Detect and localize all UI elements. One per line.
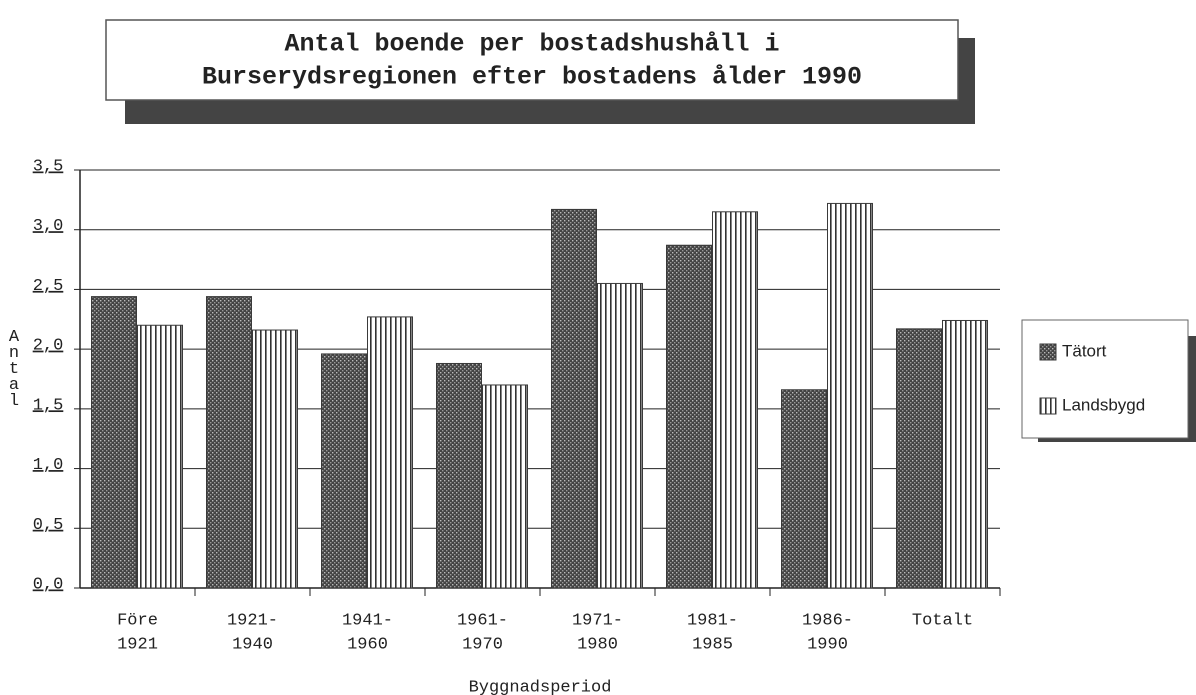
legend-label: Landsbygd (1062, 395, 1145, 414)
bar (666, 244, 712, 589)
bar (597, 282, 643, 589)
x-tick-label: 1941- (342, 611, 393, 630)
legend-swatch (1039, 343, 1057, 361)
bar (942, 319, 988, 589)
y-tick-label: 2,0 (33, 337, 64, 356)
y-tick-label: 1,0 (33, 456, 64, 475)
x-tick-label: 1990 (807, 635, 848, 654)
legend-swatch (1039, 397, 1057, 415)
y-tick-label: 3,5 (33, 157, 64, 176)
bar (321, 353, 367, 589)
bar (367, 316, 413, 589)
bar (206, 296, 252, 589)
y-tick-label: 0,0 (33, 575, 64, 594)
x-tick-label: 1921 (117, 635, 158, 654)
y-tick-label: 0,5 (33, 516, 64, 535)
x-tick-label: 1970 (462, 635, 503, 654)
bar (896, 328, 942, 589)
x-tick-label: 1960 (347, 635, 388, 654)
bar (137, 324, 183, 589)
x-axis-label: Byggnadsperiod (469, 678, 612, 695)
bar (482, 384, 528, 589)
y-axis-label: Antal (5, 328, 24, 408)
x-tick-label: 1980 (577, 635, 618, 654)
bar (827, 202, 873, 589)
bar (91, 296, 137, 589)
legend-box (1021, 319, 1189, 439)
x-tick-label: Före (117, 611, 158, 630)
y-tick-label: 3,0 (33, 217, 64, 236)
bar (551, 208, 597, 589)
y-tick-label: 1,5 (33, 396, 64, 415)
bar (781, 389, 827, 589)
x-tick-label: 1921- (227, 611, 278, 630)
x-tick-label: 1981- (687, 611, 738, 630)
bar (252, 329, 298, 589)
x-tick-label: Totalt (912, 611, 973, 630)
x-tick-label: 1961- (457, 611, 508, 630)
x-tick-label: 1985 (692, 635, 733, 654)
chart-title: Burserydsregionen efter bostadens ålder … (202, 63, 862, 92)
bar (436, 362, 482, 589)
legend-label: Tätort (1062, 341, 1107, 360)
y-tick-label: 2,5 (33, 277, 64, 296)
x-tick-label: 1986- (802, 611, 853, 630)
x-tick-label: 1940 (232, 635, 273, 654)
title-box (105, 19, 959, 101)
chart-title: Antal boende per bostadshushåll i (284, 30, 779, 59)
x-tick-label: 1971- (572, 611, 623, 630)
bar (712, 211, 758, 589)
